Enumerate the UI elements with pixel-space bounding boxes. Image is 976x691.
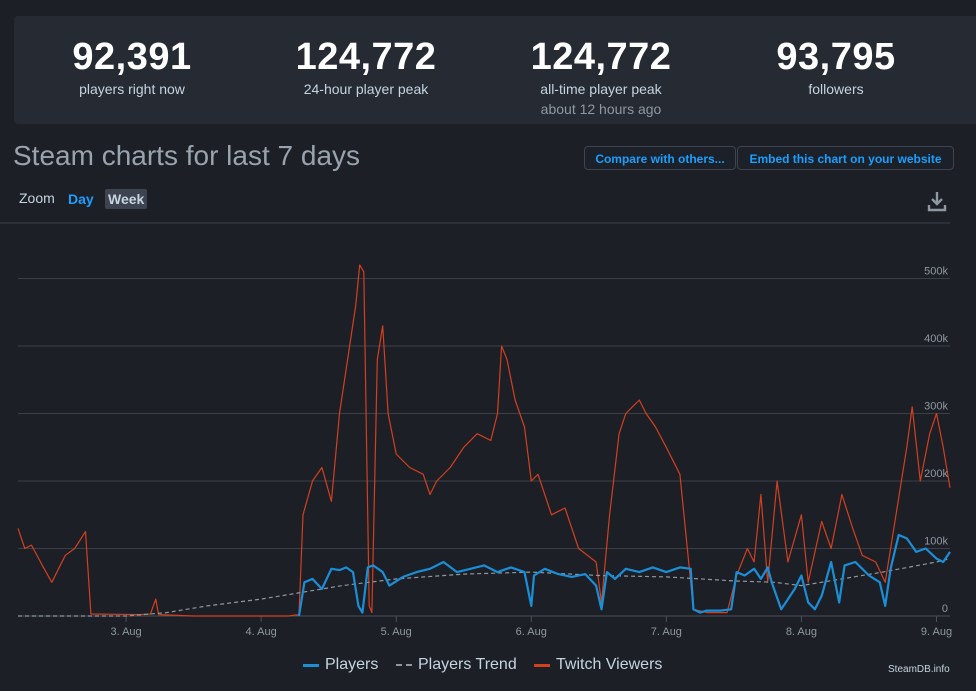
x-tick-label: 6. Aug [516,626,547,638]
compare-button[interactable]: Compare with others... [584,146,736,170]
x-tick-label: 5. Aug [381,626,412,638]
page-title: Steam charts for last 7 days [13,140,361,171]
download-icon[interactable] [926,190,948,212]
legend-item-twitch-viewers[interactable]: Twitch Viewers [534,656,662,674]
y-tick-label: 0 [942,603,948,615]
x-tick-label: 8. Aug [786,626,817,638]
legend-label: Twitch Viewers [556,656,663,673]
stat-label: 24-hour player peak [303,81,429,97]
steam-chart: 0 100k 200k 300k 400k 500k 3. Aug 4. Aug 5. Aug 6… [0,222,952,638]
y-tick-label: 200k [924,468,948,480]
stat-followers: 93,795 followers [721,34,951,98]
stat-label: followers [808,81,864,97]
stats-panel: 92,391 players right now 124,772 24-hour… [14,16,976,124]
embed-chart-button[interactable]: Embed this chart on your website [737,146,954,170]
zoom-label: Zoom [19,190,55,206]
legend-item-players-trend[interactable]: Players Trend [396,656,517,674]
legend-swatch-twitch [534,663,550,667]
stat-label: players right now [79,81,185,97]
steamdb-credit[interactable]: SteamDB.info [888,664,950,675]
y-tick-label: 500k [924,266,948,278]
legend-item-players[interactable]: Players [303,656,378,674]
stat-24h-peak: 124,772 24-hour player peak [251,34,481,98]
x-tick-label: 4. Aug [246,626,277,638]
series-line-players[interactable] [297,533,951,617]
series-line-twitch-viewers[interactable] [17,264,951,617]
stat-players-now: 92,391 players right now [17,34,247,98]
stat-value: 124,772 [530,36,672,78]
legend-label: Players Trend [418,656,517,673]
stat-sub-label: about 12 hours ago [540,101,662,117]
legend-swatch-players [303,663,319,667]
stat-value: 124,772 [295,36,437,78]
y-tick-label: 100k [924,536,948,548]
stat-value: 93,795 [776,36,896,78]
chart-legend: Players Players Trend Twitch Viewers [0,656,976,676]
legend-swatch-trend [396,664,412,666]
stat-all-time-peak: 124,772 all-time player peak about 12 ho… [486,34,716,120]
zoom-day-button[interactable]: Day [68,191,94,207]
stat-value: 92,391 [72,36,192,78]
x-tick-label: 7. Aug [651,626,682,638]
legend-label: Players [325,656,379,673]
x-tick-label: 3. Aug [110,626,141,638]
stat-label: all-time player peak [540,81,662,97]
y-tick-label: 400k [924,333,948,345]
y-tick-label: 300k [924,401,948,413]
zoom-week-button[interactable]: Week [105,189,148,209]
x-tick-label: 9. Aug [921,626,952,638]
